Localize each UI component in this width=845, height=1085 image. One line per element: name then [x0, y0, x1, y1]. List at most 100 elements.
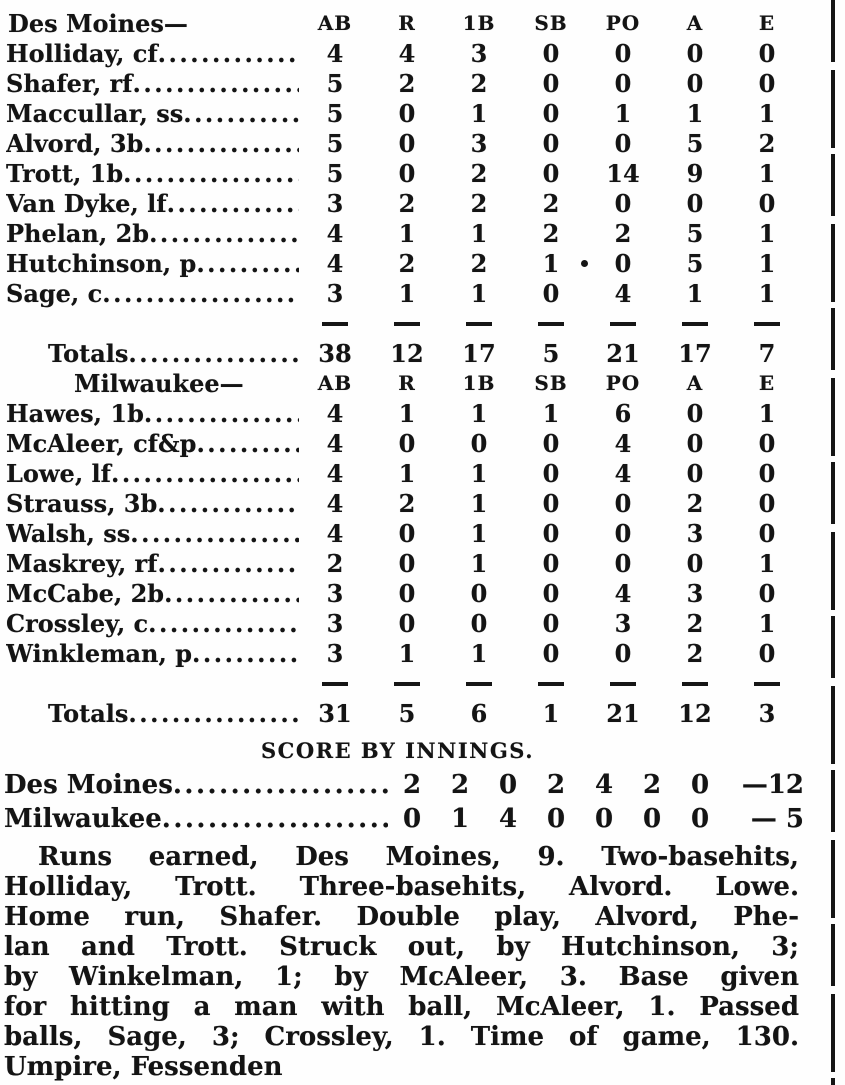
stat-cell: 0 — [398, 428, 416, 458]
stat-cell: 1 — [398, 278, 416, 308]
dash-cell — [731, 668, 803, 698]
totals-stat: 7 — [758, 338, 776, 368]
stat-cell: 3 — [470, 38, 488, 68]
stat-cell: 1 — [686, 278, 704, 308]
column-rule-line — [831, 0, 835, 1085]
leader-dots — [192, 639, 299, 668]
summary-line: Home run, Shafer. Double play, Alvord, P… — [4, 902, 799, 932]
player-row: Alvord, 3b 5 0 3 0 0 5 2 — [6, 128, 803, 158]
stat-cell: 0 — [542, 68, 560, 98]
stat-cell: 5 — [326, 68, 344, 98]
stat-cell: 1 — [470, 98, 488, 128]
summary-line: for hitting a man with ball, McAleer, 1.… — [4, 992, 799, 1022]
player-name: Maccullar, ss — [6, 98, 184, 128]
stat-cell: 0 — [542, 488, 560, 518]
stat-cell: 0 — [686, 548, 704, 578]
stat-cell: 5 — [326, 158, 344, 188]
dash-rule — [538, 682, 564, 686]
stat-cell: 1 — [758, 398, 776, 428]
player-name: Alvord, 3b — [6, 128, 144, 158]
column-header: R — [398, 11, 416, 35]
inning-score: 2 — [450, 770, 470, 800]
stat-cell: 2 — [686, 488, 704, 518]
stat-cell: 0 — [542, 128, 560, 158]
column-header: 1B — [462, 371, 496, 395]
player-name: Crossley, c — [6, 608, 149, 638]
leader-dots — [164, 579, 299, 608]
column-header: A — [686, 371, 704, 395]
stat-cell: 4 — [326, 218, 344, 248]
player-row: Trott, 1b 5 0 2 0 14 9 1 — [6, 158, 803, 188]
player-name-cell: Crossley, c — [6, 608, 299, 638]
totals-row: Totals 31 5 6 1 21 12 3 — [6, 698, 803, 728]
stat-cell: 2 — [686, 638, 704, 668]
totals-row: Totals 38 12 17 5 21 17 7 — [6, 338, 803, 368]
totals-stat: 21 — [606, 338, 640, 368]
stat-cell: 0 — [542, 38, 560, 68]
column-header: SB — [534, 11, 568, 35]
player-name-cell: Winkleman, p — [6, 638, 299, 668]
stat-cell: 1 — [398, 218, 416, 248]
stat-cell: 0 — [686, 188, 704, 218]
leader-dots — [111, 459, 299, 488]
stat-cell: 1 — [470, 518, 488, 548]
stat-cell: 1 — [398, 398, 416, 428]
stat-cell: 2 — [614, 218, 632, 248]
stat-cell: 4 — [614, 578, 632, 608]
player-name: McAleer, cf&p — [6, 428, 197, 458]
player-name-wrap: Crossley, c — [6, 609, 299, 638]
column-header: 1B — [462, 11, 496, 35]
totals-stat: 6 — [470, 698, 488, 728]
game-summary-paragraph: Runs earned, Des Moines, 9. Two-basehits… — [4, 842, 799, 1082]
stat-cell: 2 — [326, 548, 344, 578]
inning-score: 0 — [546, 804, 566, 834]
dash-cell — [659, 308, 731, 338]
stat-cell: 3 — [326, 638, 344, 668]
leader-dots — [162, 802, 388, 836]
player-row: McAleer, cf&p 4 0 0 0 4 0 0 — [6, 428, 803, 458]
stat-cell: 0 — [398, 518, 416, 548]
stat-cell: 0 — [398, 608, 416, 638]
totals-stat: 21 — [606, 698, 640, 728]
stat-cell: 0 — [542, 548, 560, 578]
stat-cell: 0 — [398, 578, 416, 608]
innings-total: — 5 — [750, 804, 804, 834]
leader-dots — [173, 768, 388, 802]
stat-cell: 0 — [686, 68, 704, 98]
totals-stat: 38 — [318, 338, 352, 368]
stat-cell: 1 — [758, 278, 776, 308]
stat-cell: 2 — [398, 188, 416, 218]
player-name-wrap: Alvord, 3b — [6, 129, 299, 158]
stat-cell: 3 — [614, 608, 632, 638]
player-name: McCabe, 2b — [6, 578, 165, 608]
leader-dots — [123, 159, 299, 188]
stat-cell: 6 — [614, 398, 632, 428]
player-name: Maskrey, rf — [6, 548, 158, 578]
stat-cell: 0 — [542, 608, 560, 638]
stat-cell: 3 — [326, 608, 344, 638]
dash-rule — [610, 322, 636, 326]
inning-score: 2 — [546, 770, 566, 800]
player-row: Holliday, cf 4 4 3 0 0 0 0 — [6, 38, 803, 68]
player-name-cell: Trott, 1b — [6, 158, 299, 188]
column-header: PO — [605, 11, 641, 35]
stat-cell: 0 — [614, 488, 632, 518]
score-by-innings-row: Milwaukee0140000— 5 — [4, 802, 804, 836]
inning-score: 1 — [450, 804, 470, 834]
stat-cell: 2 — [470, 68, 488, 98]
stat-cell: 0 — [758, 578, 776, 608]
stat-cell: 1 — [686, 98, 704, 128]
stat-cell: 5 — [686, 248, 704, 278]
player-name: Hawes, 1b — [6, 398, 144, 428]
player-name-cell: McAleer, cf&p — [6, 428, 299, 458]
totals-label-wrap: Totals — [6, 699, 299, 728]
innings-team-name: Milwaukee — [4, 804, 162, 834]
player-name-cell: Maskrey, rf — [6, 548, 299, 578]
stat-cell: 2 — [470, 158, 488, 188]
totals-label: Totals — [48, 338, 129, 368]
player-name-cell: Maccullar, ss — [6, 98, 299, 128]
leader-dots — [158, 549, 300, 578]
player-name: Hutchinson, p — [6, 248, 197, 278]
stat-cell: 1 — [758, 218, 776, 248]
stat-cell: 0 — [542, 638, 560, 668]
